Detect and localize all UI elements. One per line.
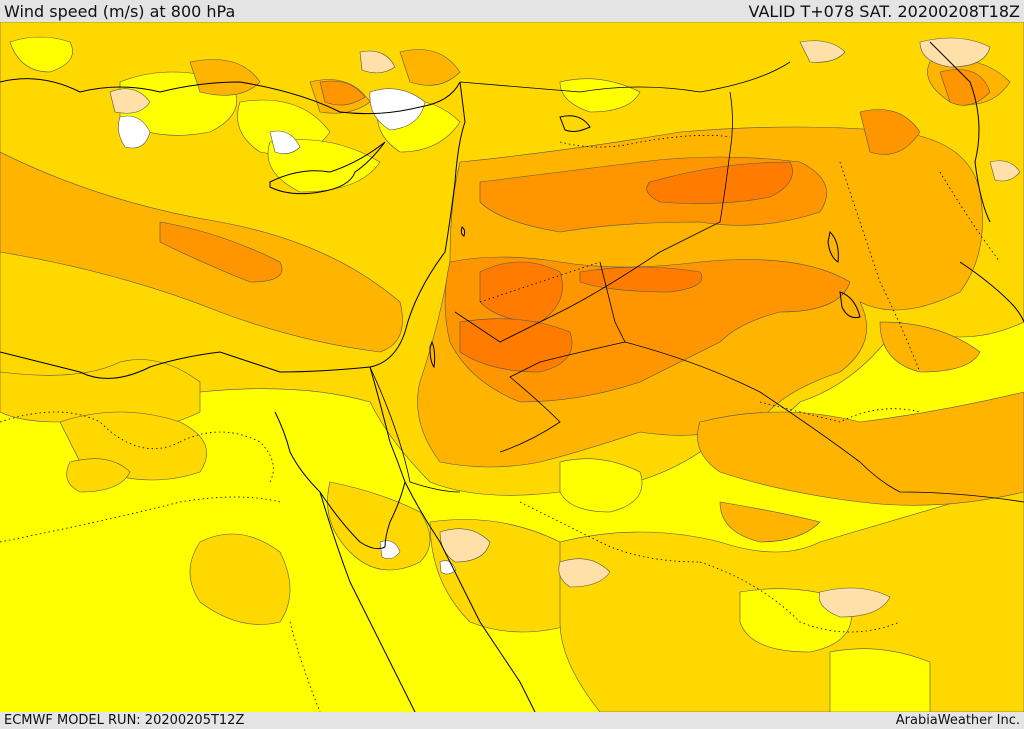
footer-bar: ECMWF MODEL RUN: 20200205T12Z ArabiaWeat… xyxy=(0,712,1024,729)
contour-strongest xyxy=(459,161,793,373)
admin-boundaries xyxy=(0,134,1001,712)
map-canvas xyxy=(0,22,1024,712)
credit-label: ArabiaWeather Inc. xyxy=(895,713,1020,728)
contour-calm xyxy=(118,88,457,575)
valid-time-label: VALID T+078 SAT. 20200208T18Z xyxy=(748,2,1020,21)
coastlines xyxy=(0,41,1024,712)
contour-lightest xyxy=(109,37,1021,618)
model-run-label: ECMWF MODEL RUN: 20200205T12Z xyxy=(4,713,245,728)
wind-speed-map xyxy=(0,22,1024,712)
map-title: Wind speed (m/s) at 800 hPa xyxy=(4,2,236,21)
header-bar: Wind speed (m/s) at 800 hPa VALID T+078 … xyxy=(0,0,1024,22)
country-borders xyxy=(369,61,1024,503)
